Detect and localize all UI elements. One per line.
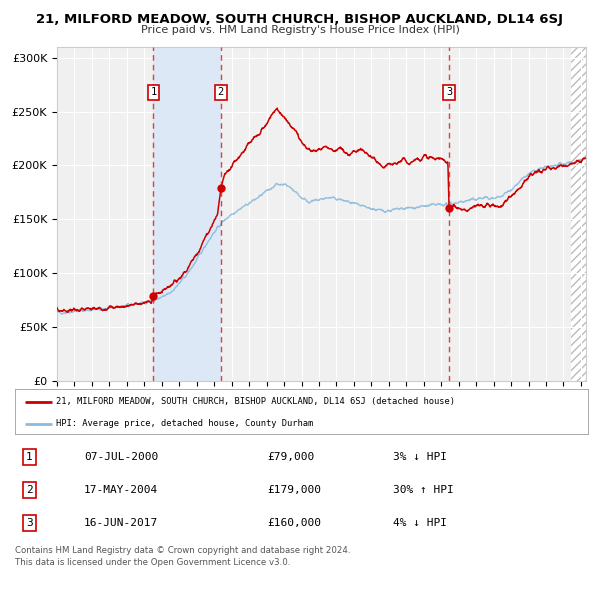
- Text: 1: 1: [26, 453, 33, 462]
- Text: 1: 1: [150, 87, 157, 97]
- Text: 21, MILFORD MEADOW, SOUTH CHURCH, BISHOP AUCKLAND, DL14 6SJ: 21, MILFORD MEADOW, SOUTH CHURCH, BISHOP…: [37, 13, 563, 26]
- Text: HPI: Average price, detached house, County Durham: HPI: Average price, detached house, Coun…: [56, 419, 314, 428]
- Text: Contains HM Land Registry data © Crown copyright and database right 2024.: Contains HM Land Registry data © Crown c…: [15, 546, 350, 555]
- Text: 30% ↑ HPI: 30% ↑ HPI: [393, 486, 454, 495]
- Text: 2: 2: [26, 486, 33, 495]
- Text: £79,000: £79,000: [267, 453, 314, 462]
- Text: 21, MILFORD MEADOW, SOUTH CHURCH, BISHOP AUCKLAND, DL14 6SJ (detached house): 21, MILFORD MEADOW, SOUTH CHURCH, BISHOP…: [56, 397, 455, 407]
- Text: This data is licensed under the Open Government Licence v3.0.: This data is licensed under the Open Gov…: [15, 558, 290, 566]
- Text: 16-JUN-2017: 16-JUN-2017: [84, 519, 158, 528]
- Text: 2: 2: [218, 87, 224, 97]
- Text: Price paid vs. HM Land Registry's House Price Index (HPI): Price paid vs. HM Land Registry's House …: [140, 25, 460, 35]
- Text: 3% ↓ HPI: 3% ↓ HPI: [393, 453, 447, 462]
- Text: 07-JUL-2000: 07-JUL-2000: [84, 453, 158, 462]
- Text: £160,000: £160,000: [267, 519, 321, 528]
- Text: £179,000: £179,000: [267, 486, 321, 495]
- Text: 17-MAY-2004: 17-MAY-2004: [84, 486, 158, 495]
- Text: 3: 3: [446, 87, 452, 97]
- Text: 4% ↓ HPI: 4% ↓ HPI: [393, 519, 447, 528]
- Bar: [154, 47, 221, 381]
- Text: 3: 3: [26, 519, 33, 528]
- Bar: [571, 47, 586, 381]
